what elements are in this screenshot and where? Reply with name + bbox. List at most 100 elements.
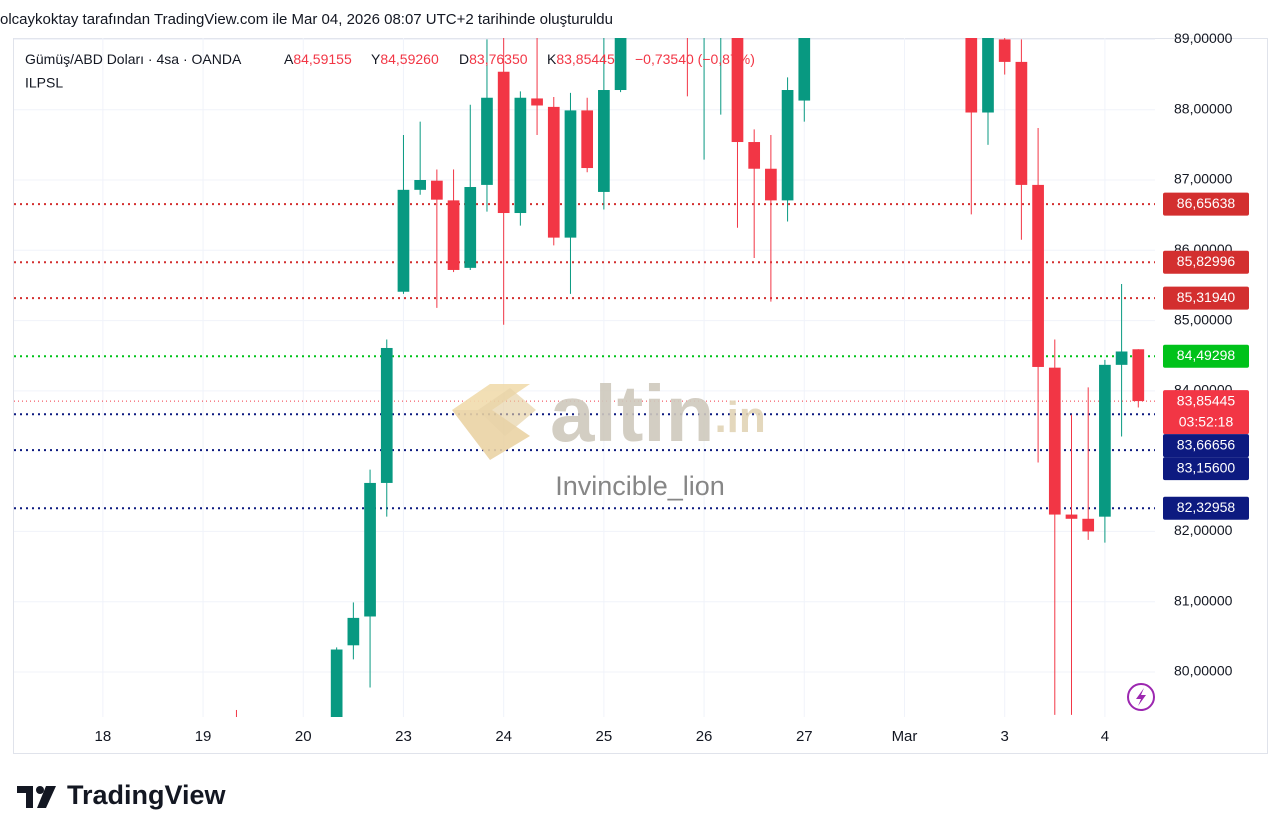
watermark-logo: [478, 388, 536, 436]
price-label-box: [1163, 250, 1249, 274]
candle-body: [564, 110, 577, 238]
x-tick-label: 25: [596, 728, 613, 745]
candle-body: [781, 90, 794, 201]
candle-body: [547, 106, 560, 238]
y-tick-label: 85,00000: [1174, 311, 1233, 327]
ohlc-value: 83,76350: [469, 51, 528, 67]
candle-body: [431, 180, 443, 200]
price-label: 03:52:18: [1179, 413, 1234, 429]
x-tick-label: 19: [195, 728, 212, 745]
indicator: ILPSL: [25, 75, 63, 91]
candle-body: [464, 187, 477, 268]
candle-body: [982, 38, 994, 113]
ohlc-value: 83,85445: [556, 51, 615, 67]
candle-body: [598, 90, 610, 192]
candle-body: [1032, 184, 1044, 367]
x-tick-label: 27: [796, 728, 813, 745]
x-tick-label: 20: [295, 728, 312, 745]
candle-body: [798, 38, 811, 101]
candle-body: [380, 347, 393, 483]
price-label-box: [1163, 390, 1249, 435]
candle-body: [1015, 61, 1028, 185]
y-tick-label: 88,00000: [1174, 100, 1233, 116]
candle-body: [481, 97, 493, 185]
y-tick-label: 87,00000: [1174, 171, 1233, 187]
footer-brand: TradingView: [67, 780, 227, 810]
candle-body: [698, 0, 710, 25]
watermark-brand: altin: [550, 369, 714, 458]
y-tick-label: 89,00000: [1174, 30, 1233, 46]
x-tick-label: 3: [1001, 728, 1009, 745]
price-label-box: [1163, 496, 1249, 520]
ohlc-key: Y: [371, 51, 381, 67]
candle-body: [998, 39, 1011, 62]
price-label-box: [1163, 286, 1249, 310]
ohlc-key: D: [459, 51, 469, 67]
y-tick-label: 81,00000: [1174, 592, 1233, 608]
candle-body: [231, 728, 243, 735]
price-label: 83,15600: [1177, 459, 1236, 475]
candle-body: [715, 0, 727, 18]
price-label: 84,49298: [1177, 347, 1236, 363]
price-label-box: [1163, 192, 1249, 216]
candle-body: [330, 649, 343, 717]
candle-body: [364, 482, 376, 617]
x-tick-label: 18: [95, 728, 112, 745]
alert-icon[interactable]: [1127, 683, 1155, 711]
x-tick-label: 4: [1101, 728, 1109, 745]
candle-body: [1065, 514, 1078, 519]
price-label: 83,85445: [1177, 392, 1236, 408]
candle-body: [514, 97, 527, 214]
watermark: altin.in Invincible_lion: [452, 369, 766, 501]
watermark-brand: altin.in: [550, 369, 766, 458]
candle-body: [614, 38, 627, 91]
price-label: 85,82996: [1177, 253, 1236, 269]
candle-body: [1099, 364, 1111, 517]
candle-body: [682, 4, 694, 32]
candle-body: [347, 617, 360, 646]
axes: 80,0000081,0000082,0000084,0000085,00000…: [95, 30, 1233, 745]
candle-body: [581, 110, 594, 169]
candle-body: [748, 142, 761, 169]
watermark-suffix: .in: [714, 393, 765, 442]
candle-body: [1115, 351, 1128, 365]
price-label: 83,66656: [1177, 436, 1236, 452]
x-tick-label: 24: [495, 728, 512, 745]
watermark-author: Invincible_lion: [555, 471, 725, 501]
symbol: Gümüş/ABD Doları · 4sa · OANDA: [25, 51, 242, 67]
x-tick-label: Mar: [892, 728, 918, 745]
y-tick-label: 80,00000: [1174, 663, 1233, 679]
y-tick-label: 82,00000: [1174, 522, 1233, 538]
ohlc-value: 84,59155: [293, 51, 352, 67]
candle-body: [1132, 349, 1145, 402]
candle-body: [447, 200, 460, 270]
candle-body: [1082, 518, 1095, 532]
candle-body: [1048, 367, 1061, 515]
price-label-box: [1163, 344, 1249, 368]
ohlc-key: K: [547, 51, 557, 67]
price-label: 85,31940: [1177, 289, 1236, 305]
chart-frame: [13, 38, 1268, 754]
candle-body: [397, 189, 410, 292]
x-tick-label: 26: [696, 728, 713, 745]
candle-body: [731, 38, 744, 143]
candle-body: [414, 179, 427, 190]
price-label: 86,65638: [1177, 195, 1236, 211]
candle-body: [497, 71, 510, 214]
change: −0,73540 (−0,87%): [635, 51, 755, 67]
candle-body: [965, 38, 978, 113]
price-label-box: [1163, 434, 1249, 458]
price-label-box: [1163, 457, 1249, 481]
caption: olcaykoktay tarafından TradingView.com i…: [0, 11, 613, 28]
price-label: 82,32958: [1177, 499, 1236, 515]
ohlc-value: 84,59260: [380, 51, 439, 67]
candles: [231, 0, 1145, 735]
candle-body: [765, 168, 777, 201]
footer-logo[interactable]: TradingView: [17, 780, 227, 810]
candle-body: [531, 98, 543, 106]
legend-header: Gümüş/ABD Doları · 4sa · OANDA A84,59155 Y…: [25, 51, 755, 67]
watermark-logo: [452, 410, 530, 460]
price-labels: 86,65638 85,82996 85,31940 84,49298 83,85445…: [1163, 192, 1249, 520]
x-tick-label: 23: [395, 728, 412, 745]
